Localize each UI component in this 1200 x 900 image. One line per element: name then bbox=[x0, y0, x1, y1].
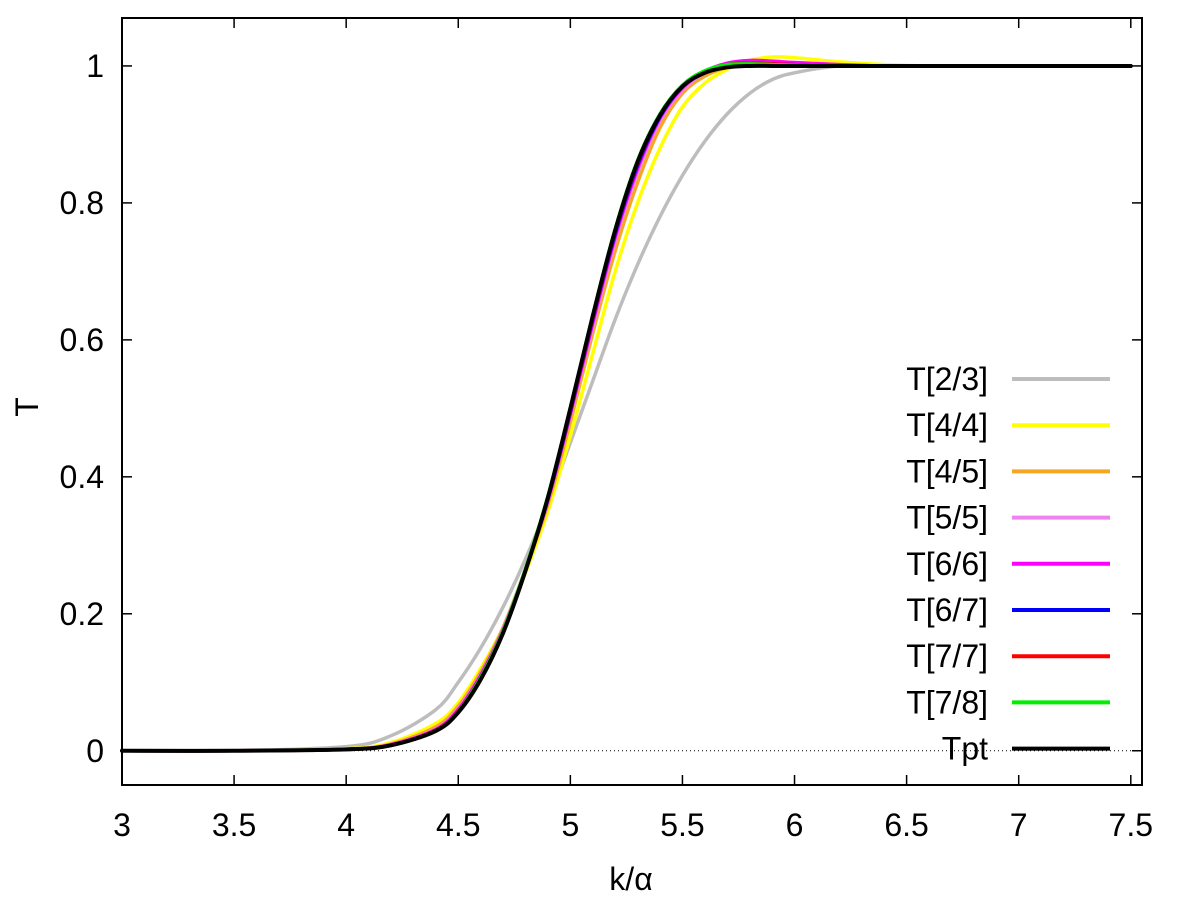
axis-ticks bbox=[121, 18, 1142, 785]
series-lines bbox=[120, 55, 1133, 753]
legend-label: T[6/6] bbox=[906, 546, 988, 582]
y-tick-label: 0.6 bbox=[60, 322, 104, 358]
legend-label: T[7/7] bbox=[906, 638, 988, 674]
legend-label: T[6/7] bbox=[906, 592, 988, 628]
series-line bbox=[120, 55, 1133, 753]
y-tick-label: 0.8 bbox=[60, 185, 104, 221]
x-tick-label: 5 bbox=[561, 807, 579, 843]
legend-label: T[2/3] bbox=[906, 361, 988, 397]
y-tick-label: 0.4 bbox=[60, 459, 104, 495]
x-tick-label: 7 bbox=[1010, 807, 1028, 843]
x-tick-label: 6 bbox=[786, 807, 804, 843]
legend-label: T[4/4] bbox=[906, 407, 988, 443]
x-tick-label: 4 bbox=[337, 807, 355, 843]
x-tick-label: 3.5 bbox=[212, 807, 256, 843]
plot-frame bbox=[121, 17, 1143, 786]
x-tick-label: 3 bbox=[113, 807, 131, 843]
legend-label: T[5/5] bbox=[906, 500, 988, 536]
x-tick-labels: 3 3.5 4 4.5 5 5.5 6 6.5 7 7.5 bbox=[113, 807, 1153, 843]
y-tick-label: 1 bbox=[86, 48, 104, 84]
x-axis-title: k/α bbox=[609, 861, 652, 897]
x-tick-label: 6.5 bbox=[884, 807, 928, 843]
y-tick-label: 0 bbox=[86, 733, 104, 769]
plot-border bbox=[121, 17, 1143, 786]
y-tick-label: 0.2 bbox=[60, 596, 104, 632]
legend-label: T[4/5] bbox=[906, 453, 988, 489]
legend: T[2/3] T[4/4] T[4/5] T[5/5] T[6/6] T[6/7] T[7/… bbox=[906, 361, 1110, 767]
y-axis-title: T bbox=[9, 397, 45, 417]
y-tick-labels: 0 0.2 0.4 0.6 0.8 1 bbox=[60, 48, 104, 769]
legend-label: Tpt bbox=[942, 731, 988, 767]
series-line bbox=[120, 63, 1133, 753]
x-tick-label: 4.5 bbox=[436, 807, 480, 843]
legend-label: T[7/8] bbox=[906, 684, 988, 720]
x-tick-label: 7.5 bbox=[1109, 807, 1153, 843]
x-tick-label: 5.5 bbox=[660, 807, 704, 843]
